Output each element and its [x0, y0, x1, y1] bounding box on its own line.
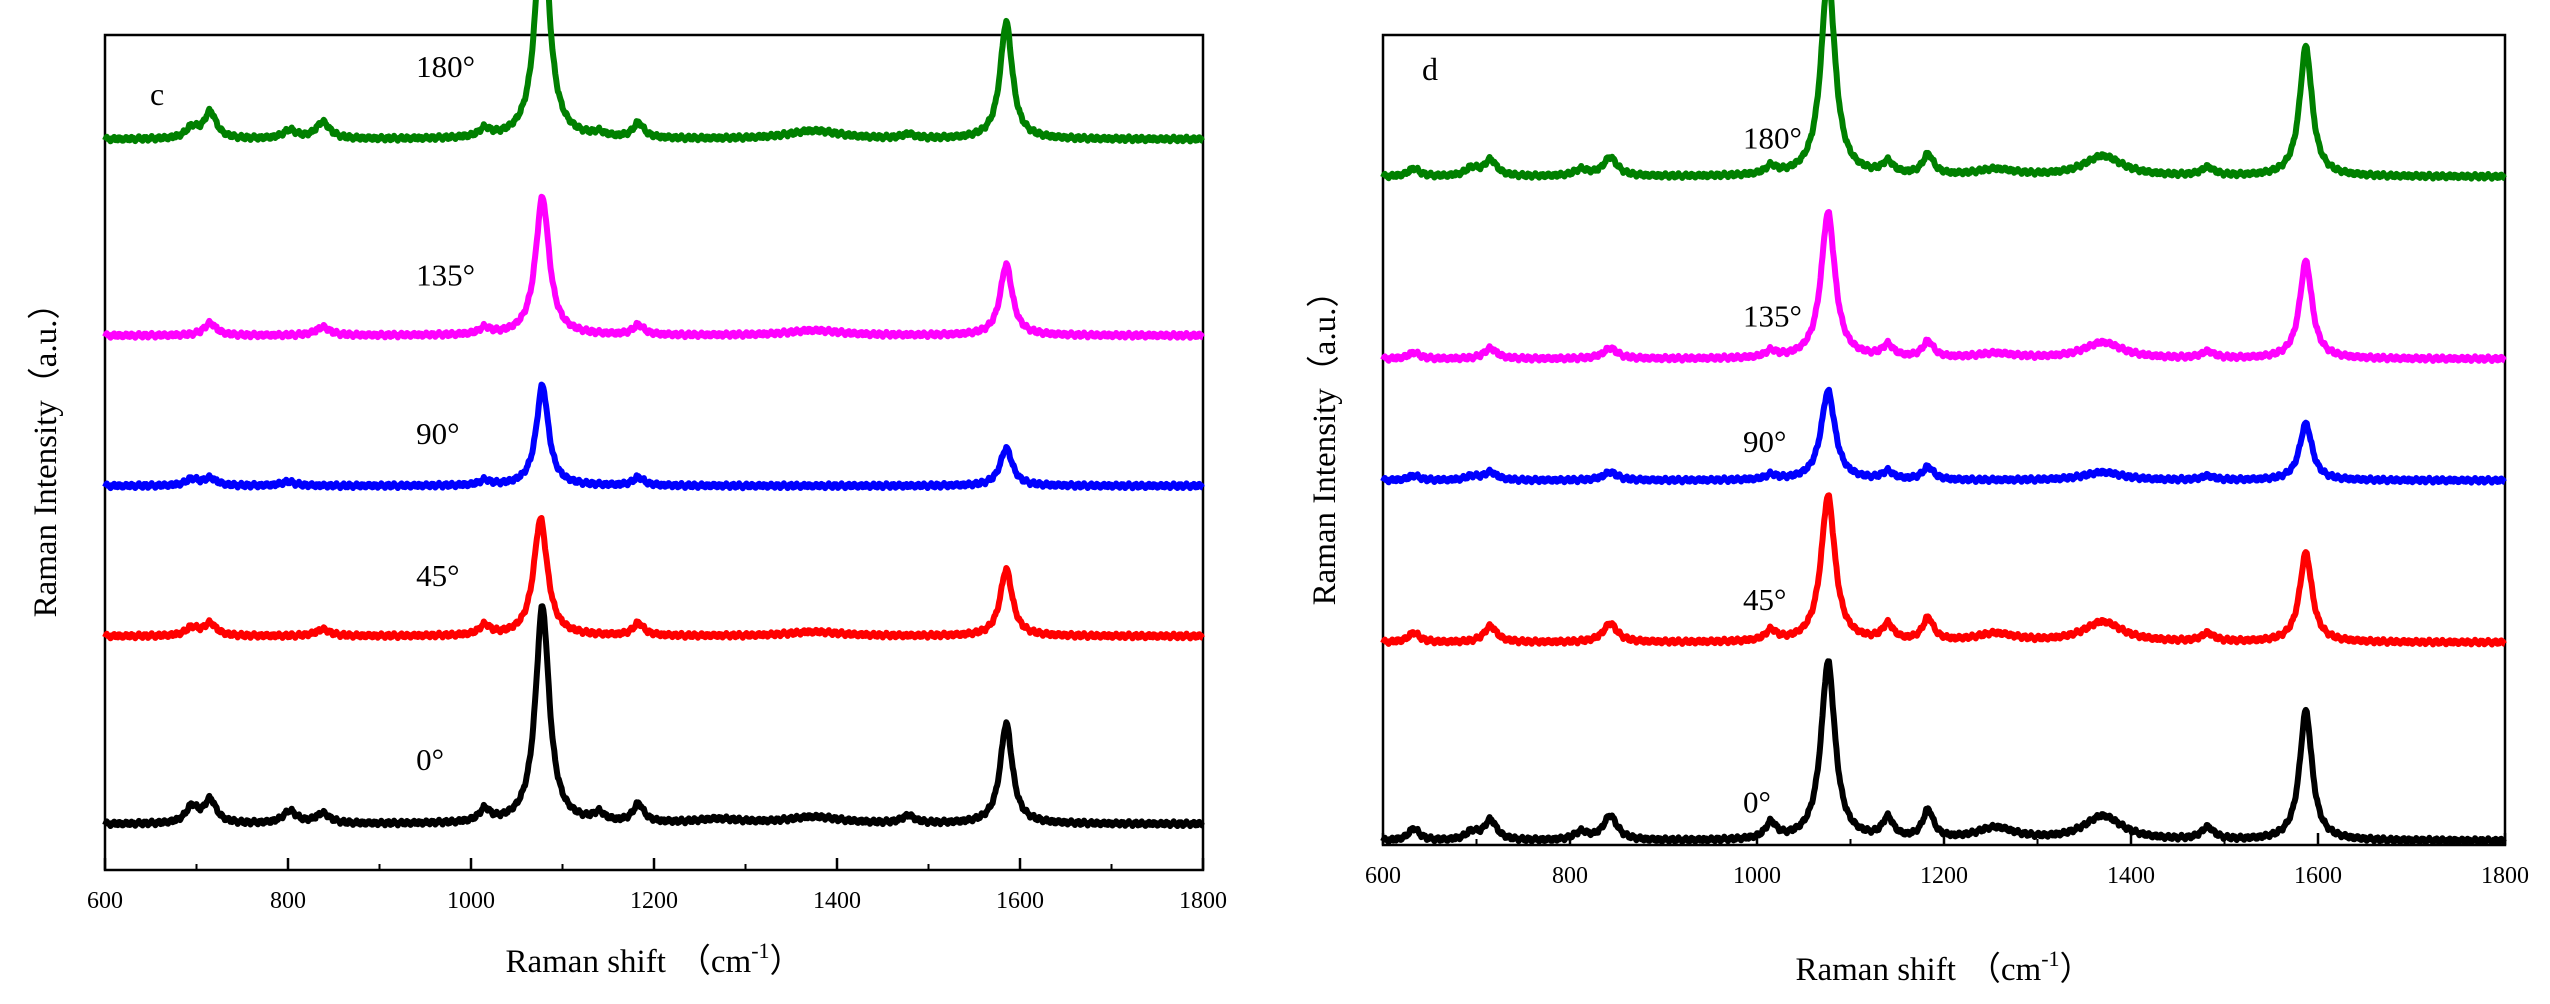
series-group: 0° 45° 90° 135° 180°	[102, 0, 1206, 830]
chart-panel-c: 0° 45° 90° 135° 180° 600 800 1000 1200 1400 1600 1…	[28, 0, 1227, 980]
x-tick-label: 1200	[1920, 863, 1968, 889]
plot-frame	[103, 33, 1205, 872]
x-tick-label: 1600	[2294, 863, 2342, 889]
x-tick-label: 1800	[1179, 888, 1227, 914]
series-label: 45°	[1743, 582, 1786, 617]
series-label: 135°	[1743, 299, 1802, 334]
x-tick-label: 1400	[2107, 863, 2155, 889]
series-line	[1380, 0, 2508, 182]
x-tick-label: 1600	[996, 888, 1044, 914]
series-label: 45°	[416, 558, 459, 593]
series-line	[102, 603, 1206, 830]
panel-label: d	[1422, 51, 1438, 87]
series-line	[102, 381, 1206, 492]
x-tick-label: 1200	[630, 888, 678, 914]
series-line	[102, 0, 1206, 145]
x-tick-label: 1000	[1733, 863, 1781, 889]
x-axis-label: Raman shift （cm-1）	[505, 938, 802, 980]
series-line	[102, 193, 1206, 341]
series-label: 90°	[416, 416, 459, 451]
x-tick-label: 600	[87, 888, 123, 914]
x-ticks: 600 800 1000 1200 1400 1600 1800	[87, 858, 1227, 914]
y-axis-label: Raman Intensity（a.u.）	[1307, 275, 1343, 606]
x-tick-label: 800	[270, 888, 306, 914]
series-label: 180°	[1743, 120, 1802, 155]
x-tick-label: 1800	[2481, 863, 2529, 889]
plot-frame	[1381, 33, 2507, 847]
y-axis-label: Raman Intensity（a.u.）	[28, 287, 64, 618]
panel-label: c	[150, 76, 164, 112]
series-label: 0°	[416, 742, 444, 777]
series-label: 0°	[1743, 785, 1771, 820]
series-line	[102, 515, 1206, 642]
series-line	[1380, 492, 2508, 648]
series-group: 0° 45° 90° 135° 180°	[1380, 0, 2508, 846]
series-line	[1380, 658, 2508, 846]
x-tick-label: 600	[1365, 863, 1401, 889]
x-tick-label: 800	[1552, 863, 1588, 889]
series-line	[1380, 386, 2508, 486]
series-label: 180°	[416, 49, 475, 84]
x-ticks: 600 800 1000 1200 1400 1600 1800	[1365, 833, 2529, 889]
chart-panel-d: 0° 45° 90° 135° 180° 600 800 1000 1200 1400 1600 1…	[1307, 0, 2529, 988]
x-tick-label: 1400	[813, 888, 861, 914]
series-line	[1380, 209, 2508, 364]
x-tick-label: 1000	[447, 888, 495, 914]
series-label: 90°	[1743, 424, 1786, 459]
x-axis-label: Raman shift （cm-1）	[1795, 946, 2092, 988]
series-label: 135°	[416, 258, 475, 293]
